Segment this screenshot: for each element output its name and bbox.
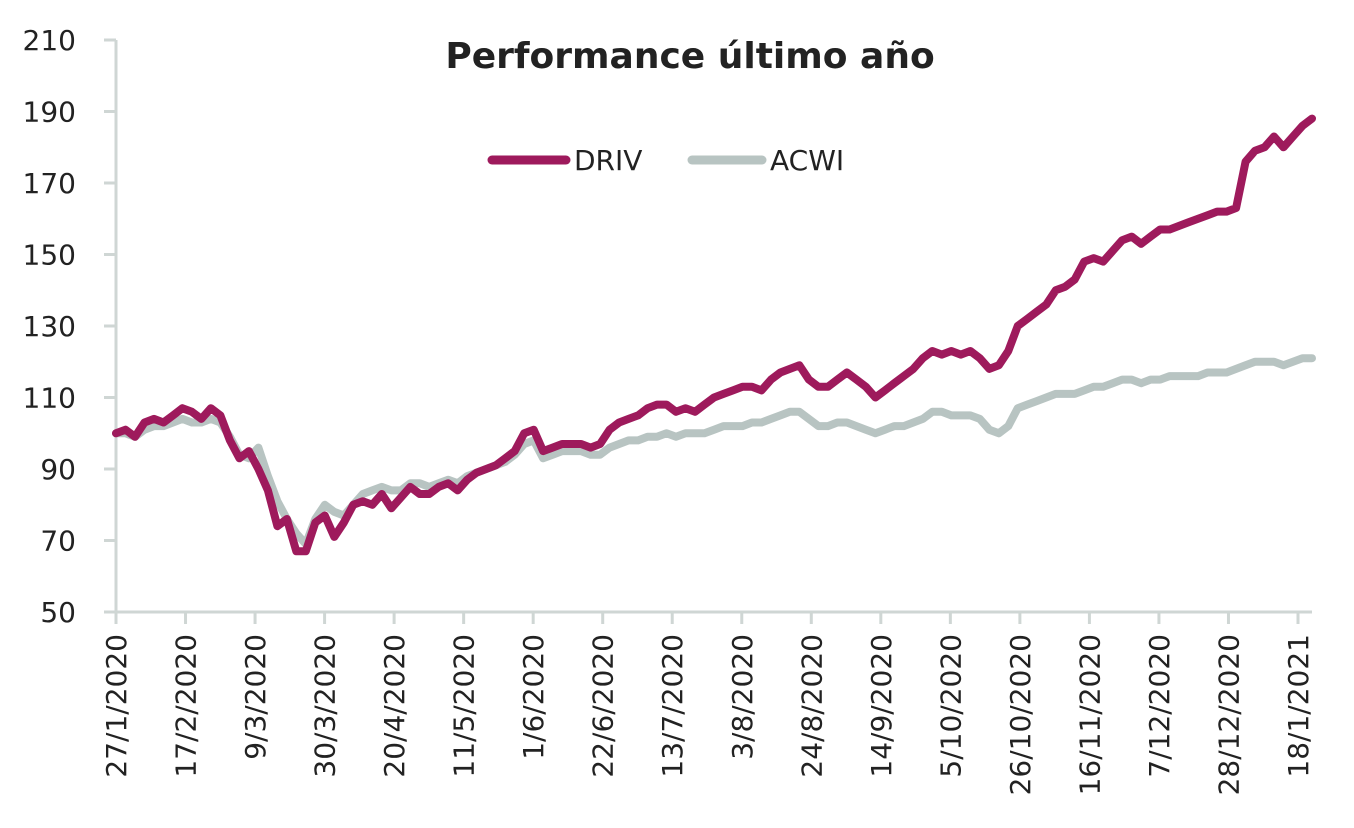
x-tick-label: 17/2/2020	[170, 634, 203, 778]
x-tick-label: 18/1/2021	[1282, 634, 1315, 778]
x-tick-label: 5/10/2020	[934, 634, 967, 778]
series-lines	[112, 114, 1316, 556]
legend: DRIV ACWI	[487, 144, 844, 177]
x-tick-label: 30/3/2020	[309, 634, 342, 778]
x-tick-label: 24/8/2020	[795, 634, 828, 778]
x-tick-label: 9/3/2020	[239, 634, 272, 760]
y-tick-label: 130	[23, 310, 76, 343]
y-tick-label: 90	[40, 453, 76, 486]
legend-label-acwi: ACWI	[770, 144, 844, 177]
series-line-acwi	[112, 354, 1316, 549]
y-tick-label: 110	[23, 382, 76, 415]
x-tick-label: 22/6/2020	[587, 634, 620, 778]
y-axis-ticks: 50 70 90 110 130 150 170 190 210	[23, 24, 116, 629]
y-tick-label: 210	[23, 24, 76, 57]
x-tick-label: 1/6/2020	[517, 634, 550, 760]
x-tick-label: 7/12/2020	[1143, 634, 1176, 778]
x-axis-ticks: 27/1/2020 17/2/2020 9/3/2020 30/3/2020 20/4/…	[100, 612, 1315, 795]
x-tick-label: 13/7/2020	[656, 634, 689, 778]
chart-title: Performance último año	[445, 36, 934, 77]
x-tick-label: 28/12/2020	[1212, 634, 1245, 795]
x-tick-label: 26/10/2020	[1004, 634, 1037, 795]
x-tick-label: 14/9/2020	[865, 634, 898, 778]
x-tick-label: 27/1/2020	[100, 634, 133, 778]
y-tick-label: 50	[40, 596, 76, 629]
x-tick-label: 3/8/2020	[726, 634, 759, 760]
series-line-driv	[112, 114, 1316, 556]
y-tick-label: 150	[23, 239, 76, 272]
y-tick-label: 190	[23, 96, 76, 129]
x-tick-label: 11/5/2020	[448, 634, 481, 778]
x-tick-label: 16/11/2020	[1073, 634, 1106, 795]
y-tick-label: 170	[23, 167, 76, 200]
legend-label-driv: DRIV	[574, 144, 642, 177]
x-tick-label: 20/4/2020	[378, 634, 411, 778]
y-tick-label: 70	[40, 525, 76, 558]
